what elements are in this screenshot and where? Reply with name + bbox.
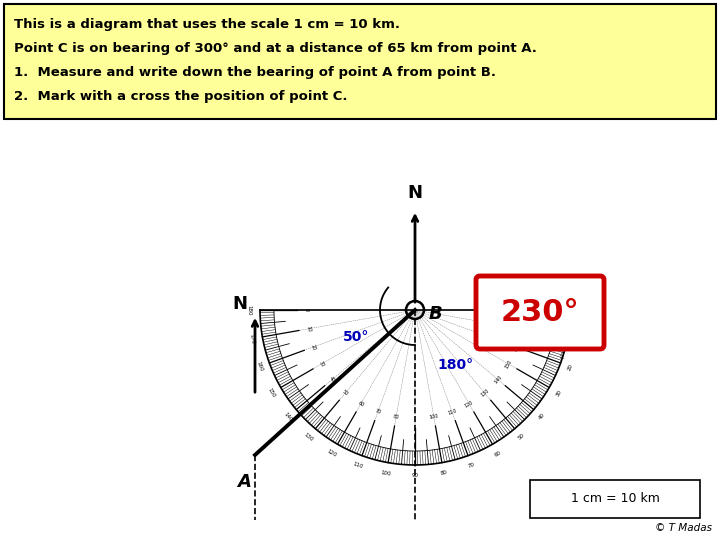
Text: 80: 80	[440, 470, 448, 476]
Text: 120: 120	[464, 400, 474, 408]
Bar	[530, 480, 700, 518]
Text: 180: 180	[247, 305, 252, 315]
Text: 70: 70	[374, 409, 382, 415]
Text: 30: 30	[318, 360, 325, 368]
FancyBboxPatch shape	[476, 276, 604, 349]
Text: 10: 10	[305, 325, 311, 332]
Text: A: A	[237, 473, 251, 491]
Text: 160: 160	[513, 342, 521, 353]
Text: 100: 100	[429, 414, 439, 420]
Text: 40: 40	[538, 413, 546, 421]
Text: This is a diagram that uses the scale 1 cm = 10 km.: This is a diagram that uses the scale 1 …	[14, 18, 400, 31]
Text: 0: 0	[304, 308, 309, 312]
Text: Point C is on bearing of 300° and at a distance of 65 km from point A.: Point C is on bearing of 300° and at a d…	[14, 42, 537, 55]
Text: 110: 110	[353, 462, 364, 470]
Text: 130: 130	[480, 388, 490, 398]
Text: 70: 70	[467, 462, 476, 469]
Text: 150: 150	[505, 359, 513, 369]
Text: 60: 60	[357, 400, 365, 408]
Text: 1.  Measure and write down the bearing of point A from point B.: 1. Measure and write down the bearing of…	[14, 66, 496, 79]
Text: Made in England: Made in England	[562, 318, 567, 359]
Text: 10: 10	[575, 335, 582, 343]
Text: 180°: 180°	[437, 358, 473, 372]
Text: © T Madas: © T Madas	[655, 523, 712, 533]
Text: 170: 170	[248, 333, 255, 345]
Text: 170: 170	[518, 324, 525, 334]
Text: 140: 140	[493, 375, 503, 385]
Text: N: N	[232, 295, 247, 313]
Text: 100: 100	[381, 470, 392, 477]
Text: 150: 150	[266, 387, 276, 399]
Text: 130: 130	[303, 432, 314, 442]
Text: 180: 180	[521, 305, 526, 315]
Text: 40: 40	[328, 376, 336, 384]
Text: 0: 0	[578, 308, 583, 312]
Text: 160: 160	[255, 361, 264, 373]
Text: 1 cm = 10 km: 1 cm = 10 km	[570, 492, 660, 505]
Text: 230°: 230°	[500, 298, 580, 327]
Text: 140: 140	[283, 411, 293, 422]
Text: 90: 90	[412, 474, 418, 478]
Text: 2.  Mark with a cross the position of point C.: 2. Mark with a cross the position of poi…	[14, 90, 348, 103]
Text: 120: 120	[326, 449, 338, 458]
Text: 20: 20	[567, 362, 575, 371]
Text: 80: 80	[392, 414, 400, 420]
Text: 30: 30	[554, 389, 562, 397]
Text: N: N	[408, 184, 423, 202]
Text: 60: 60	[494, 450, 503, 457]
Text: 50: 50	[517, 433, 526, 441]
Text: B: B	[429, 305, 443, 323]
Bar	[4, 4, 716, 119]
Text: 50°: 50°	[343, 330, 369, 345]
Text: 50: 50	[341, 389, 349, 397]
Text: 20: 20	[310, 343, 317, 351]
Text: 110: 110	[447, 408, 457, 416]
